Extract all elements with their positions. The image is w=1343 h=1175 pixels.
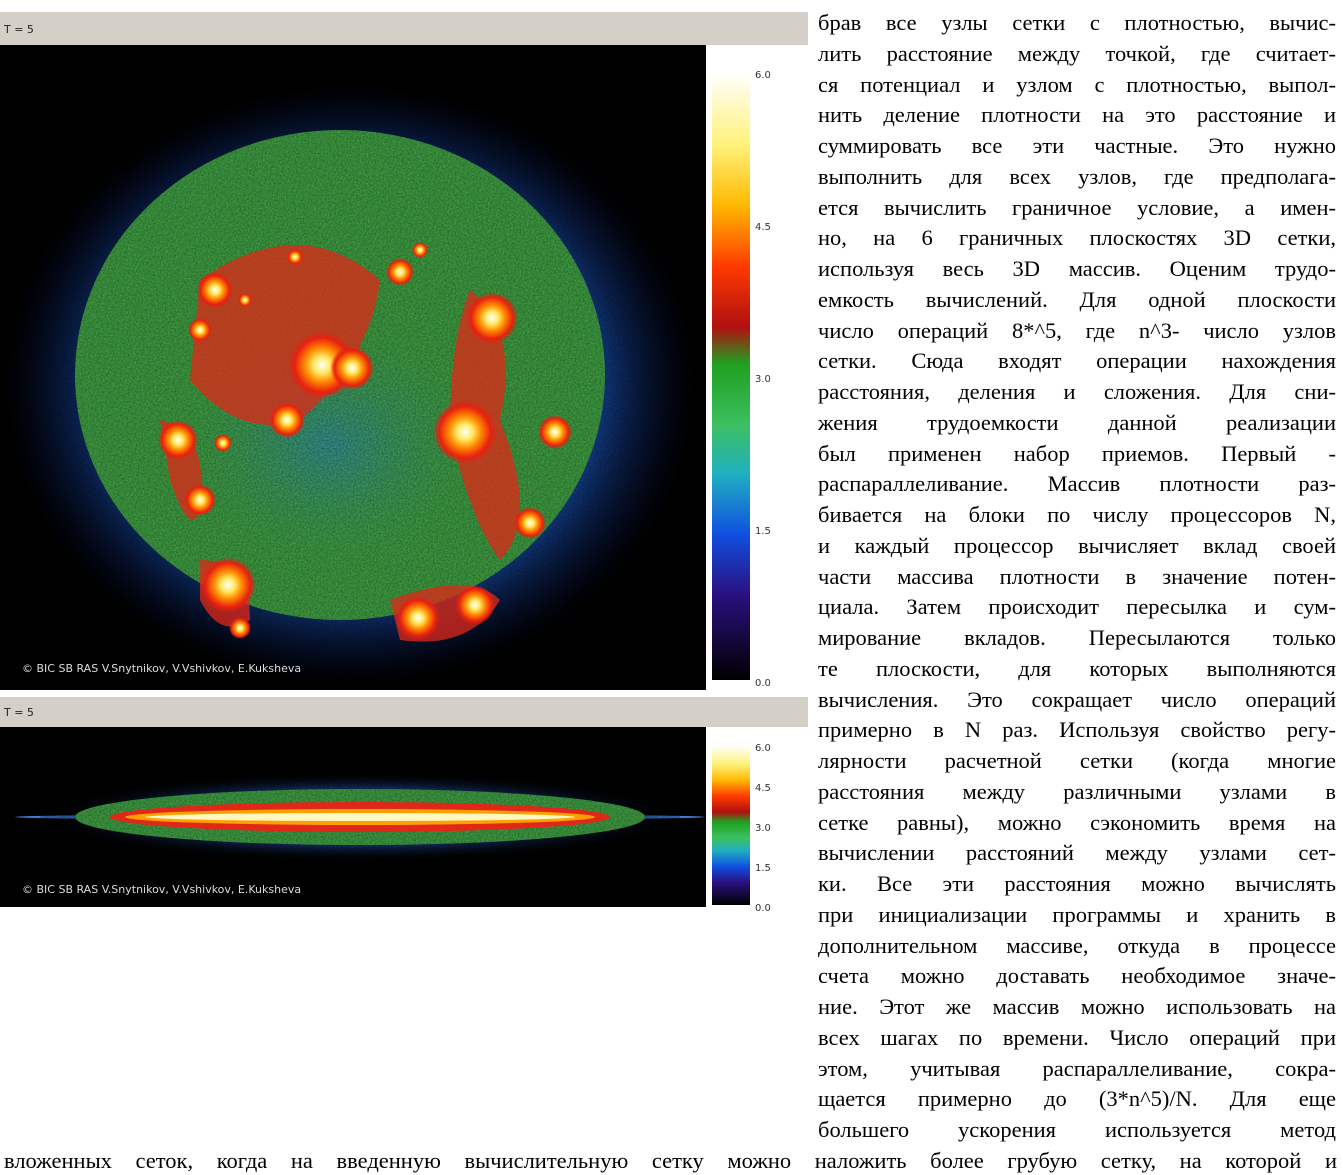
paragraph-line: мирование вкладов. Пересылаются только <box>818 625 1336 651</box>
paragraph-line: большего ускорения используется метод <box>818 1117 1336 1143</box>
paragraph-line: расстояния, деления и сложения. Для сни- <box>818 379 1336 405</box>
colorbar-label: 3.0 <box>755 374 771 385</box>
paragraph-line: число операций 8*^5, где n^3- число узло… <box>818 318 1336 344</box>
panel-title: T = 5 <box>3 23 34 36</box>
colorbar <box>712 72 750 680</box>
credit: © BIC SB RAS V.Snytnikov, V.Vshivkov, E.… <box>22 883 301 896</box>
paragraph-line: щается примерно до (3*n^5)/N. Для еще <box>818 1086 1336 1112</box>
paragraph-line: используя весь 3D массив. Оценим трудо- <box>818 256 1336 282</box>
paragraph-line: лярности расчетной сетки (когда многие <box>818 748 1336 774</box>
paragraph-line: и каждый процессор вычисляет вклад своей <box>818 533 1336 559</box>
panel-title: T = 5 <box>3 706 34 719</box>
paragraph-line: циала. Затем происходит пересылка и сум- <box>818 594 1336 620</box>
colorbar-label: 6.0 <box>755 70 771 81</box>
colorbar-label: 4.5 <box>755 222 771 233</box>
paragraph-line: расстояния между различными узлами в <box>818 779 1336 805</box>
paragraph-line: ние. Этот же массив можно использовать н… <box>818 994 1336 1020</box>
paragraph-line: жения трудоемкости данной реализации <box>818 410 1336 436</box>
colorbar-label: 3.0 <box>755 823 771 834</box>
colorbar-label: 0.0 <box>755 678 771 689</box>
credit: © BIC SB RAS V.Snytnikov, V.Vshivkov, E.… <box>22 662 301 675</box>
paragraph-line: ки. Все эти расстояния можно вычислять <box>818 871 1336 897</box>
paragraph-line: части массива плотности в значение потен… <box>818 564 1336 590</box>
colorbar-label: 0.0 <box>755 903 771 912</box>
paragraph-line: при инициализации программы и хранить в <box>818 902 1336 928</box>
paragraph-line: всех шагах по времени. Число операций пр… <box>818 1025 1336 1051</box>
paragraph-line: нить деление плотности на это расстояние… <box>818 102 1336 128</box>
paragraph-line: сетке равны), можно сэкономить время на <box>818 810 1336 836</box>
paragraph-line: этом, учитывая распараллеливание, сокра- <box>818 1056 1336 1082</box>
paragraph-line: ся потенциал и узлом с плотностью, выпол… <box>818 72 1336 98</box>
paragraph-line: сетки. Сюда входят операции нахождения <box>818 348 1336 374</box>
paragraph-line: ется вычислить граничное условие, а имен… <box>818 195 1336 221</box>
paragraph-line: те плоскости, для которых выполняются <box>818 656 1336 682</box>
page: T = 5 © BIC SB RAS V.Snytnikov, V.Vshivk… <box>0 0 1343 1175</box>
paragraph-line: но, на 6 граничных плоскостях 3D сетки, <box>818 225 1336 251</box>
galaxy <box>5 85 695 685</box>
colorbar-label: 1.5 <box>755 526 771 537</box>
figure: T = 5 © BIC SB RAS V.Snytnikov, V.Vshivk… <box>0 0 810 912</box>
paragraph-line: бивается на блоки по числу процессоров N… <box>818 502 1336 528</box>
title-bar <box>0 697 808 727</box>
paragraph-line: дополнительном массиве, откуда в процесс… <box>818 933 1336 959</box>
paragraph-line: вычислении расстояний между узлами сет- <box>818 840 1336 866</box>
paragraph-line: счета можно доставать необходимое значе- <box>818 963 1336 989</box>
paragraph-line: распараллеливание. Массив плотности раз- <box>818 471 1336 497</box>
paragraph-line: выполнить для всех узлов, где предполага… <box>818 164 1336 190</box>
colorbar-label: 1.5 <box>755 863 771 874</box>
title-bar <box>0 12 808 45</box>
paragraph-line: суммировать все эти частные. Это нужно <box>818 133 1336 159</box>
colorbar-label: 4.5 <box>755 783 771 794</box>
paragraph-line: вложенных сеток, когда на введенную вычи… <box>4 1148 1337 1174</box>
paragraph-line: был применен набор приемов. Первый - <box>818 441 1336 467</box>
colorbar-label: 6.0 <box>755 743 771 754</box>
paragraph-line: лить расстояние между точкой, где считае… <box>818 41 1336 67</box>
paragraph-line: емкость вычислений. Для одной плоскости <box>818 287 1336 313</box>
paragraph-line: примерно в N раз. Используя свойство рег… <box>818 717 1336 743</box>
paragraph-line: вычисления. Это сокращает число операций <box>818 687 1336 713</box>
paragraph-line: брав все узлы сетки с плотностью, вычис- <box>818 10 1336 36</box>
colorbar <box>712 745 750 905</box>
